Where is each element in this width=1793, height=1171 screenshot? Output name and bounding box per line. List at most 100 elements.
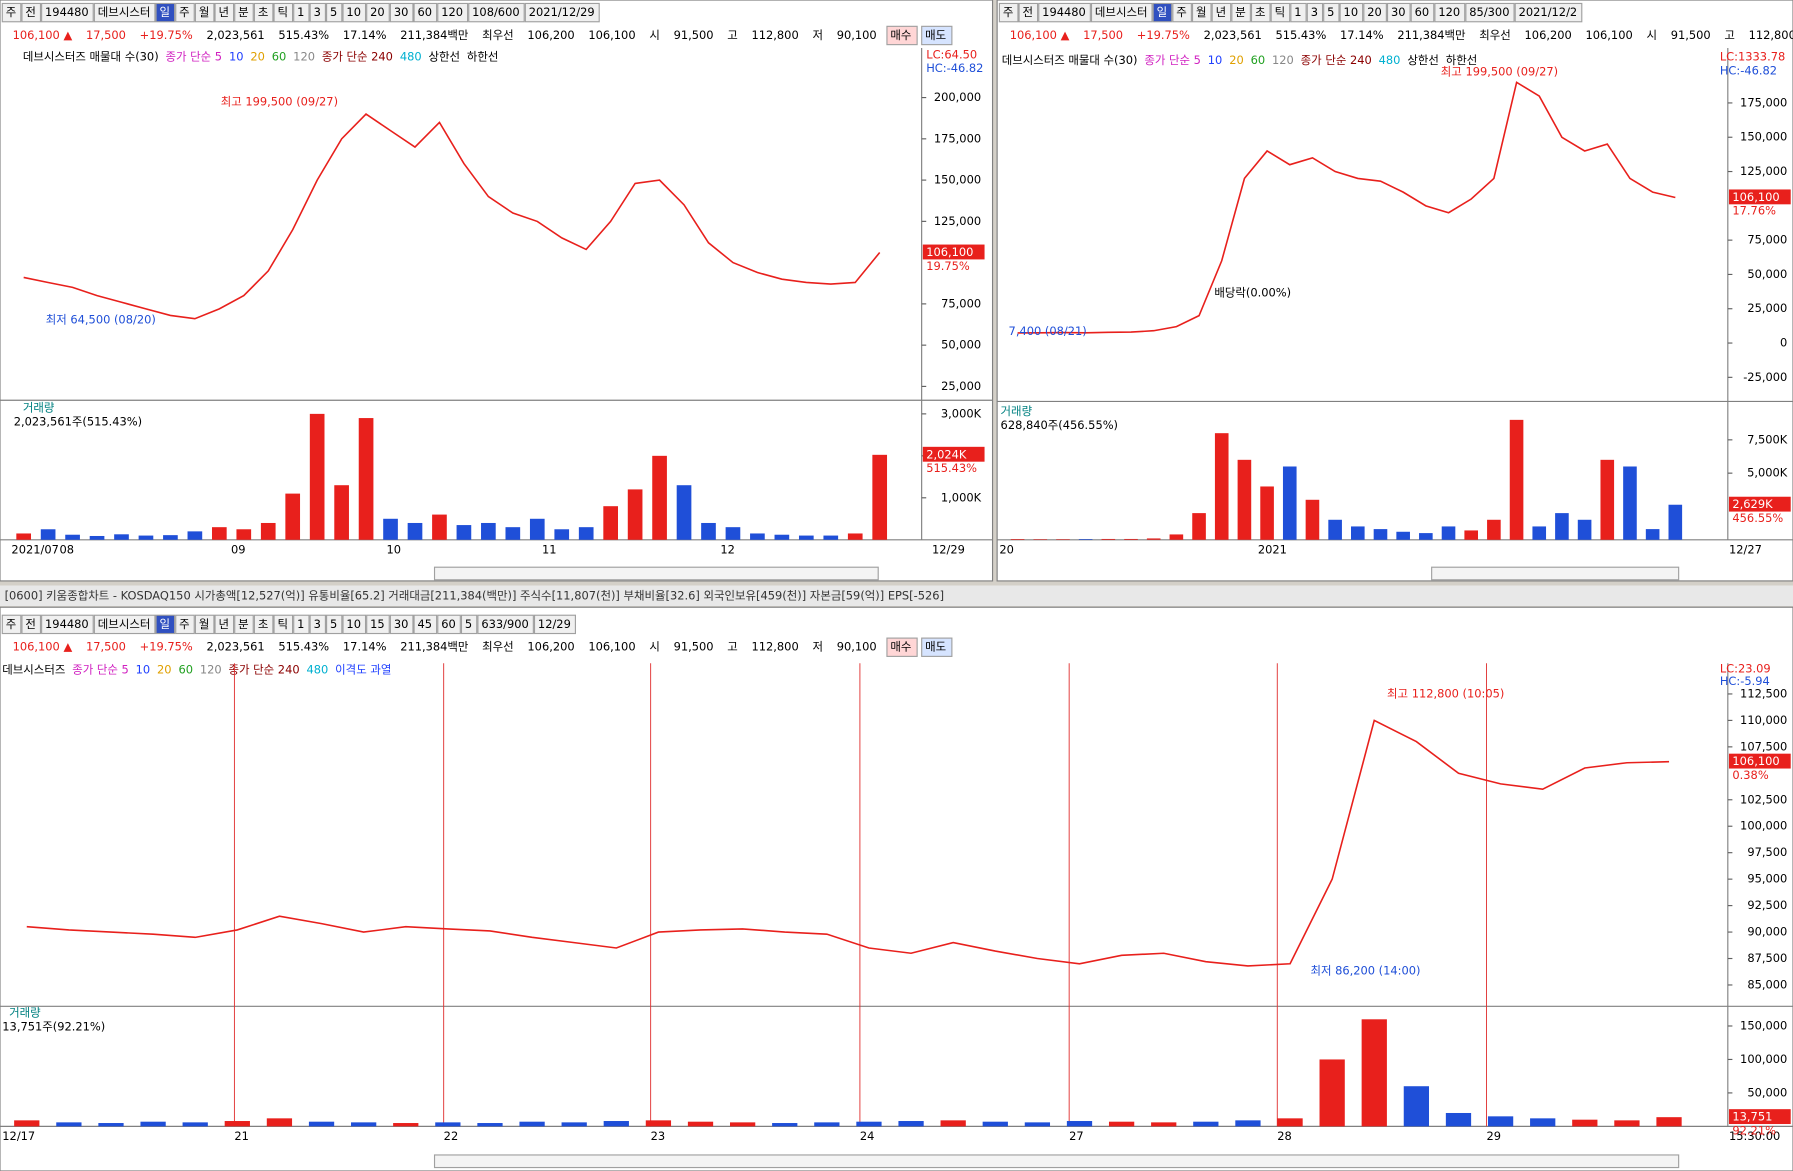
toolbar-button[interactable] bbox=[389, 614, 414, 635]
toolbar-button[interactable] bbox=[1038, 2, 1091, 23]
order-button[interactable] bbox=[886, 25, 918, 46]
order-button[interactable] bbox=[921, 637, 953, 657]
toolbar-button[interactable] bbox=[477, 614, 534, 635]
toolbar-button-label[interactable]: 전 bbox=[1023, 5, 1034, 19]
toolbar-button-label[interactable]: 60 bbox=[1415, 5, 1430, 19]
toolbar-button[interactable] bbox=[1018, 2, 1039, 23]
toolbar-button-label[interactable]: 월 bbox=[199, 617, 210, 631]
toolbar-button-label[interactable]: 5 bbox=[330, 5, 337, 19]
toolbar-button-label[interactable]: 194480 bbox=[45, 5, 89, 19]
toolbar-button[interactable] bbox=[234, 2, 254, 23]
toolbar-button[interactable] bbox=[1290, 2, 1307, 23]
toolbar-button-label[interactable]: 일 bbox=[159, 617, 170, 631]
toolbar-button[interactable] bbox=[413, 2, 438, 23]
toolbar-button[interactable] bbox=[1465, 2, 1515, 23]
toolbar-button[interactable] bbox=[253, 614, 274, 635]
toolbar-button[interactable] bbox=[1231, 2, 1251, 23]
toolbar-button[interactable] bbox=[1270, 2, 1291, 23]
order-button-label[interactable]: 매수 bbox=[890, 28, 911, 42]
toolbar-button[interactable] bbox=[273, 2, 294, 23]
toolbar-button-label[interactable]: 주 bbox=[6, 617, 17, 631]
toolbar-button-label[interactable]: 1 bbox=[1294, 5, 1301, 19]
toolbar-button[interactable] bbox=[366, 2, 390, 23]
toolbar-button[interactable] bbox=[1386, 2, 1411, 23]
toolbar-button[interactable] bbox=[524, 2, 600, 23]
toolbar-button[interactable] bbox=[175, 614, 195, 635]
toolbar-button[interactable] bbox=[998, 2, 1019, 23]
toolbar-button-label[interactable]: 데브시스터 bbox=[98, 617, 151, 631]
toolbar-button-label[interactable]: 60 bbox=[441, 617, 456, 631]
toolbar-button[interactable] bbox=[1191, 2, 1212, 23]
toolbar-button[interactable] bbox=[175, 2, 195, 23]
toolbar-button[interactable] bbox=[309, 2, 326, 23]
toolbar-button-label[interactable]: 틱 bbox=[277, 617, 288, 631]
toolbar-button[interactable] bbox=[1434, 2, 1466, 23]
toolbar-button-label[interactable]: 85/300 bbox=[1469, 5, 1509, 19]
toolbar-button-label[interactable]: 108/600 bbox=[472, 5, 519, 19]
toolbar-button-label[interactable]: 5 bbox=[1327, 5, 1334, 19]
toolbar-button[interactable] bbox=[1363, 2, 1387, 23]
toolbar-button[interactable] bbox=[325, 614, 343, 635]
toolbar-button[interactable] bbox=[1339, 2, 1364, 23]
toolbar-button-label[interactable]: 194480 bbox=[45, 617, 89, 631]
toolbar-button[interactable] bbox=[273, 614, 294, 635]
toolbar-button-label[interactable]: 5 bbox=[465, 617, 472, 631]
toolbar-button-label[interactable]: 전 bbox=[25, 617, 36, 631]
toolbar-button[interactable] bbox=[293, 614, 310, 635]
scrollbar[interactable] bbox=[1431, 566, 1680, 581]
toolbar-button[interactable] bbox=[21, 2, 42, 23]
toolbar-button[interactable] bbox=[1211, 2, 1232, 23]
toolbar-button-label[interactable]: 초 bbox=[1255, 5, 1266, 19]
toolbar-button-label[interactable]: 194480 bbox=[1042, 5, 1086, 19]
toolbar-button[interactable] bbox=[194, 2, 215, 23]
toolbar-button-label[interactable]: 3 bbox=[314, 5, 321, 19]
toolbar-button-label[interactable]: 데브시스터 bbox=[1095, 5, 1148, 19]
scrollbar[interactable] bbox=[433, 566, 879, 581]
toolbar-button-label[interactable]: 30 bbox=[394, 617, 409, 631]
toolbar-button[interactable] bbox=[1, 614, 22, 635]
toolbar-button[interactable] bbox=[1152, 2, 1173, 23]
toolbar-button[interactable] bbox=[413, 614, 438, 635]
toolbar-button-label[interactable]: 3 bbox=[1311, 5, 1318, 19]
toolbar-button[interactable] bbox=[93, 614, 156, 635]
toolbar-button[interactable] bbox=[1306, 2, 1324, 23]
toolbar-button[interactable] bbox=[460, 614, 478, 635]
toolbar-button[interactable] bbox=[309, 614, 326, 635]
toolbar-button-label[interactable]: 12/29 bbox=[538, 617, 571, 631]
toolbar-button[interactable] bbox=[342, 2, 367, 23]
toolbar-button-label[interactable]: 주 bbox=[1176, 5, 1187, 19]
toolbar-button[interactable] bbox=[155, 2, 176, 23]
toolbar-button[interactable] bbox=[41, 614, 94, 635]
order-button[interactable] bbox=[921, 25, 953, 46]
toolbar-button[interactable] bbox=[342, 614, 367, 635]
toolbar-button-label[interactable]: 일 bbox=[159, 5, 170, 19]
toolbar-button[interactable] bbox=[21, 614, 42, 635]
toolbar-button-label[interactable]: 20 bbox=[370, 5, 385, 19]
toolbar-button-label[interactable]: 20 bbox=[1367, 5, 1382, 19]
toolbar-button-label[interactable]: 10 bbox=[346, 5, 361, 19]
order-button[interactable] bbox=[886, 637, 918, 657]
toolbar-button-label[interactable]: 5 bbox=[330, 617, 337, 631]
toolbar-button-label[interactable]: 틱 bbox=[1275, 5, 1286, 19]
toolbar-button-label[interactable]: 초 bbox=[258, 5, 269, 19]
toolbar-button-label[interactable]: 주 bbox=[179, 617, 190, 631]
toolbar-button-label[interactable]: 15 bbox=[370, 617, 385, 631]
toolbar-button[interactable] bbox=[1514, 2, 1583, 23]
toolbar-button[interactable] bbox=[253, 2, 274, 23]
toolbar-button[interactable] bbox=[437, 2, 469, 23]
toolbar-button-label[interactable]: 633/900 bbox=[481, 617, 528, 631]
toolbar-button-label[interactable]: 10 bbox=[1344, 5, 1359, 19]
toolbar-button-label[interactable]: 10 bbox=[346, 617, 361, 631]
toolbar-button-label[interactable]: 1 bbox=[297, 617, 304, 631]
toolbar-button[interactable] bbox=[389, 2, 414, 23]
toolbar-button[interactable] bbox=[155, 614, 176, 635]
toolbar-button[interactable] bbox=[214, 614, 235, 635]
toolbar-button-label[interactable]: 전 bbox=[25, 5, 36, 19]
toolbar-button-label[interactable]: 년 bbox=[1216, 5, 1227, 19]
toolbar-button[interactable] bbox=[1090, 2, 1153, 23]
toolbar-button-label[interactable]: 45 bbox=[418, 617, 433, 631]
toolbar-button[interactable] bbox=[93, 2, 156, 23]
toolbar-button-label[interactable]: 120 bbox=[1438, 5, 1460, 19]
toolbar-button-label[interactable]: 30 bbox=[394, 5, 409, 19]
toolbar-button-label[interactable]: 년 bbox=[218, 617, 229, 631]
